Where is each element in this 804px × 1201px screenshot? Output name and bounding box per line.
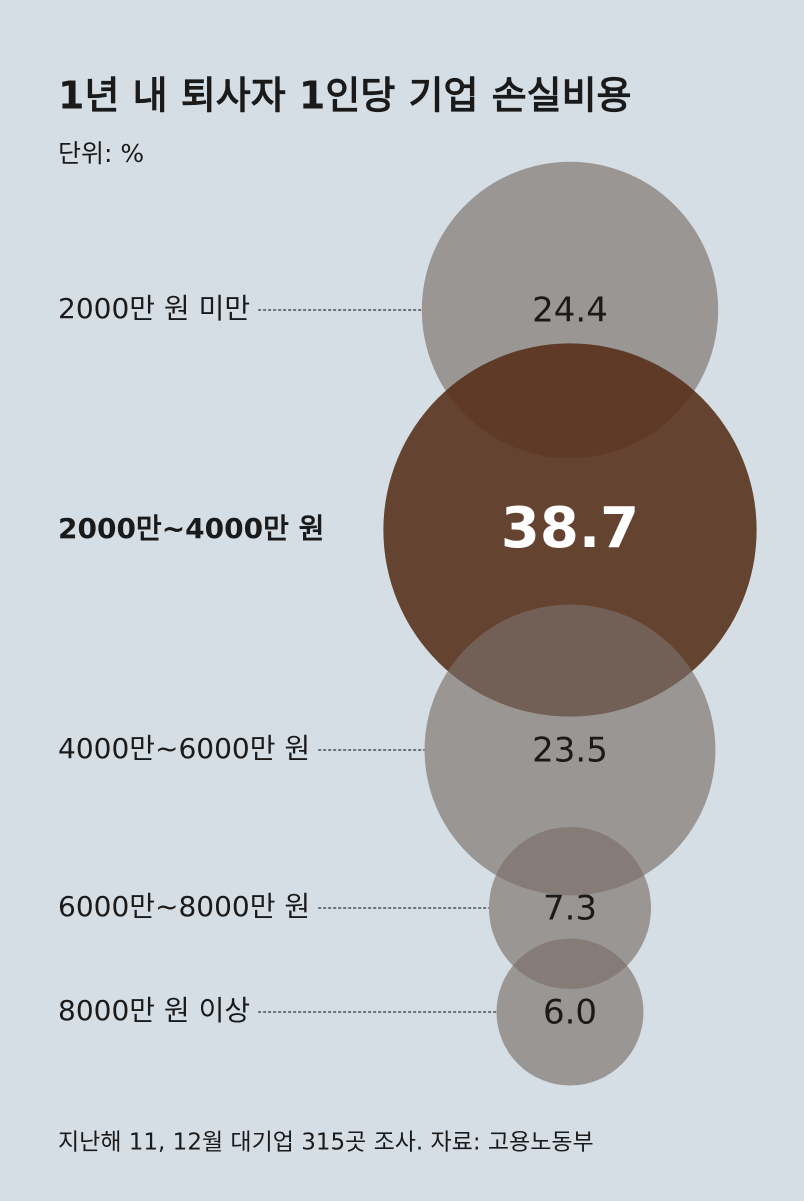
category-label: 6000만~8000만 원 [58, 890, 310, 923]
value-label: 7.3 [543, 889, 597, 929]
bubble [488, 826, 652, 990]
bubble [424, 604, 716, 896]
value-label: 24.4 [532, 291, 608, 331]
value-label: 38.7 [501, 496, 639, 561]
category-label: 2000만~4000만 원 [58, 512, 324, 545]
labels: 2000만 원 미만 24.4 2000만~4000만 원 38.7 4000만~600… [58, 291, 639, 1033]
bubbles [383, 161, 757, 1086]
bubble [496, 938, 644, 1086]
category-label: 4000만~6000만 원 [58, 732, 310, 765]
value-label: 23.5 [532, 731, 608, 771]
chart-title: 1년 내 퇴사자 1인당 기업 손실비용 [58, 74, 632, 118]
bubble [383, 343, 757, 717]
category-label: 2000만 원 미만 [58, 292, 250, 325]
value-label: 6.0 [543, 993, 597, 1033]
chart-subtitle: 단위: % [58, 139, 144, 168]
source-note: 지난해 11, 12월 대기업 315곳 조사. 자료: 고용노동부 [58, 1130, 594, 1156]
category-label: 8000만 원 이상 [58, 994, 250, 1027]
